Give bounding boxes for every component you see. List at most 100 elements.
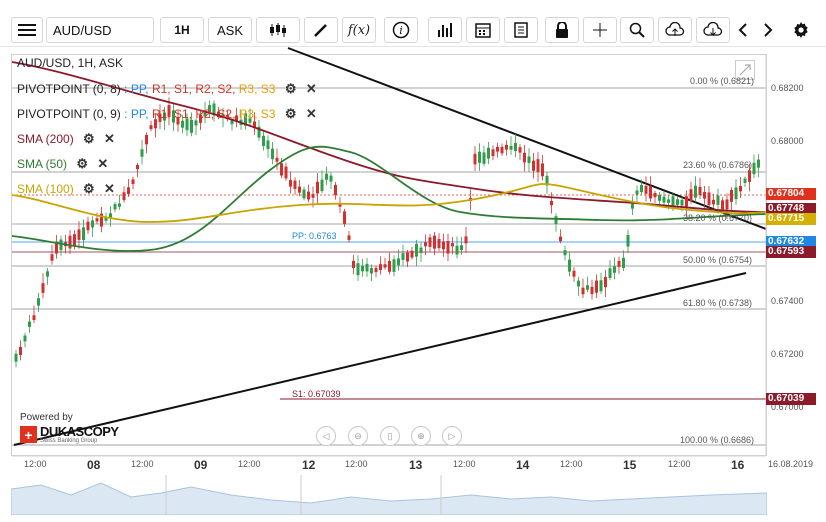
download-button[interactable] (696, 17, 730, 43)
upload-cloud-icon (665, 22, 685, 36)
svg-text:i: i (399, 24, 403, 37)
crosshair-icon (593, 23, 607, 37)
candle-body (415, 243, 418, 257)
settings-button[interactable] (788, 17, 814, 43)
calendar-button[interactable] (466, 17, 500, 43)
x-time-label: 12:00 (238, 459, 261, 469)
price-tag-sma200: 0.67748 (766, 203, 816, 215)
close-icon[interactable]: ✕ (305, 81, 317, 96)
candle-body (716, 195, 720, 205)
document-button[interactable] (504, 17, 538, 43)
candle-body (572, 270, 576, 277)
candle-body (527, 156, 531, 163)
candle-body (757, 159, 760, 168)
candle-body (334, 184, 337, 196)
x-day-label: 12 (302, 458, 316, 472)
close-icon[interactable]: ✕ (104, 181, 115, 196)
next-button[interactable] (757, 17, 779, 43)
close-icon[interactable]: ✕ (104, 131, 115, 146)
instrument-select[interactable]: AUD/USD (46, 17, 154, 43)
candle-body (739, 186, 742, 192)
overview-navigator[interactable] (10, 475, 768, 516)
candle-body (640, 184, 643, 193)
timeframe-select[interactable]: 1H (160, 17, 204, 43)
zoom-button[interactable] (620, 17, 654, 43)
candle-body (428, 237, 432, 247)
bar-chart-button[interactable] (428, 17, 462, 43)
document-icon (514, 22, 528, 38)
candle-body (37, 298, 40, 306)
indicator-sma-100[interactable]: SMA (100) ⚙ ✕ (17, 181, 115, 196)
function-button[interactable]: f(x) (342, 17, 376, 43)
candle-body (676, 199, 679, 205)
fib-label-38: 38.20 % (0.6770) (683, 213, 753, 223)
gear-icon[interactable]: ⚙ (76, 156, 89, 171)
gear-icon[interactable]: ⚙ (83, 131, 95, 146)
overview-area-chart (10, 475, 768, 516)
scroll-left-button[interactable]: ◁ (316, 426, 336, 446)
zoom-out-button[interactable]: ⊖ (348, 426, 368, 446)
candle-body (518, 147, 522, 153)
candle-body (307, 191, 310, 200)
indicator-sma-200[interactable]: SMA (200) ⚙ ✕ (17, 131, 115, 146)
gear-icon[interactable]: ⚙ (284, 81, 297, 96)
candle-body (230, 119, 234, 125)
prev-arrow-icon (738, 23, 747, 37)
candle-body (172, 110, 175, 123)
candlestick-series (14, 97, 760, 368)
candle-body (392, 259, 396, 272)
info-button[interactable]: i (384, 17, 418, 43)
zoom-in-button[interactable]: ⊕ (411, 426, 431, 446)
expand-button[interactable] (735, 60, 755, 80)
draw-button[interactable] (304, 17, 338, 43)
lock-button[interactable] (545, 17, 579, 43)
candle-body (478, 151, 481, 163)
indicator-pivot-9[interactable]: PIVOTPOINT (0, 9) : PP, R1, S1, R2, S2, … (17, 106, 317, 121)
candle-body (320, 179, 324, 192)
gear-icon[interactable]: ⚙ (284, 106, 297, 121)
x-date-label: 16.08.2019 (768, 459, 814, 469)
candle-body (68, 235, 72, 249)
crosshair-button[interactable] (583, 17, 617, 43)
fib-label-0: 0.00 % (0.6821) (690, 76, 755, 86)
candle-body (104, 216, 108, 221)
x-day-label: 08 (87, 458, 101, 472)
y-tick: 0.68200 (771, 83, 804, 93)
info-icon: i (392, 21, 410, 39)
indicator-pivot-8[interactable]: PIVOTPOINT (0, 8) : PP, R1, S1, R2, S2, … (17, 81, 317, 96)
x-time-label: 12:00 (345, 459, 368, 469)
upload-button[interactable] (658, 17, 692, 43)
close-icon[interactable]: ✕ (305, 106, 317, 121)
candle-body (275, 157, 279, 162)
candle-body (680, 199, 684, 206)
trendline-up[interactable] (13, 272, 747, 446)
price-tag-pp: 0.67632 (766, 236, 816, 248)
candle-body (667, 199, 670, 203)
fit-button[interactable]: ▯ (380, 426, 400, 446)
zoom-icon (629, 22, 645, 38)
candle-body (541, 163, 544, 177)
candle-body (590, 286, 594, 295)
pivot-pp-label: PP: 0.6763 (292, 231, 337, 241)
chart-plot-area[interactable] (11, 54, 767, 456)
side-select[interactable]: ASK (208, 17, 252, 43)
x-day-label: 16 (731, 458, 745, 472)
fib-label-50: 50.00 % (0.6754) (683, 255, 753, 265)
candle-body (725, 199, 729, 210)
gear-icon[interactable]: ⚙ (83, 181, 95, 196)
candle-body (41, 283, 45, 293)
candle-body (743, 178, 747, 183)
candle-body (262, 135, 265, 146)
candle-type-button[interactable] (256, 17, 300, 43)
prev-button[interactable] (732, 17, 754, 43)
candle-body (523, 152, 526, 163)
close-icon[interactable]: ✕ (97, 156, 109, 171)
candle-body (352, 260, 355, 268)
menu-button[interactable] (11, 17, 43, 43)
next-arrow-icon (764, 23, 773, 37)
scroll-right-button[interactable]: ▷ (442, 426, 462, 446)
bar-chart-icon (438, 23, 452, 37)
indicator-sma-50[interactable]: SMA (50) ⚙ ✕ (17, 156, 109, 171)
timeframe-label: 1H (174, 23, 190, 37)
